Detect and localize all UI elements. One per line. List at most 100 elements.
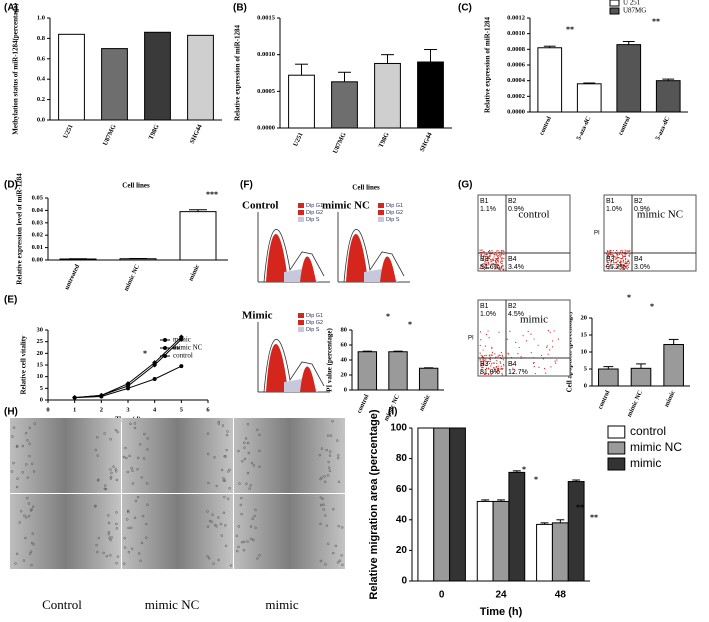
flow-dot	[488, 249, 491, 252]
flow-dot	[480, 369, 482, 371]
cell	[217, 516, 220, 519]
flow-dot	[620, 249, 622, 251]
cell	[104, 487, 108, 491]
flow-dot	[485, 263, 487, 266]
y-tick-label: 20	[37, 350, 44, 357]
hist-legend-swatch	[298, 210, 304, 215]
cell	[246, 540, 249, 543]
cell	[324, 563, 327, 566]
flow-dot	[489, 255, 491, 257]
flow-dot	[527, 330, 529, 333]
flow-dot	[494, 353, 496, 355]
cell	[26, 439, 29, 442]
flow-dot	[479, 344, 481, 347]
flow-dot	[489, 360, 492, 362]
marker	[152, 377, 157, 381]
flow-dot	[624, 266, 626, 268]
cell	[208, 557, 211, 560]
cell	[12, 461, 15, 465]
y-tick-label: 40	[396, 514, 408, 525]
hist-outline	[263, 339, 325, 393]
y-axis-label: Relative expression level of miR-1284	[16, 173, 24, 285]
micrograph	[10, 494, 121, 569]
flow-dot	[480, 339, 482, 341]
flow-dot	[543, 367, 546, 370]
x-tick-label: T98G	[378, 132, 391, 149]
y-tick-label: 0	[40, 396, 43, 403]
flow-dot	[547, 330, 550, 332]
cell	[145, 536, 148, 539]
y-tick-label: 100	[390, 423, 407, 434]
flow-dot	[501, 372, 503, 374]
y-tick-label: 25	[37, 338, 44, 345]
flow-dot	[487, 263, 489, 265]
y-tick-label: 0.6	[37, 55, 46, 62]
cell	[247, 451, 251, 455]
cell	[30, 541, 34, 545]
cell	[25, 463, 28, 466]
cell	[237, 449, 240, 453]
flow-dot	[487, 261, 490, 264]
bar	[655, 80, 681, 113]
cell	[253, 514, 256, 518]
flow-dot	[498, 370, 500, 373]
cell	[228, 487, 231, 490]
flow-dot	[497, 261, 499, 263]
cell	[124, 446, 127, 450]
g2-peak	[300, 256, 316, 282]
flow-dot	[500, 250, 503, 252]
bar	[58, 33, 85, 121]
cell	[206, 510, 209, 513]
error-bar	[662, 78, 675, 81]
cell	[210, 520, 214, 524]
cell	[223, 495, 226, 499]
cell	[243, 446, 246, 449]
flow-dot	[608, 268, 610, 270]
y-tick-label: 0.4	[37, 76, 46, 83]
cell	[222, 479, 226, 482]
flow-dot	[503, 257, 505, 260]
flow-dot	[484, 261, 486, 263]
y-tick-label: 0.0000	[257, 124, 275, 131]
flow-dot	[492, 258, 494, 260]
bar	[357, 351, 378, 391]
cell	[122, 455, 126, 459]
y-tick-label: 20	[581, 314, 588, 321]
hist-outline	[263, 229, 325, 283]
cell	[109, 475, 113, 479]
flow-dot	[553, 330, 555, 332]
flow-dot	[483, 362, 485, 365]
flow-dot	[480, 373, 482, 375]
flow-dot	[546, 346, 548, 348]
cell	[249, 525, 253, 528]
annotation: *	[386, 312, 390, 321]
cell	[256, 428, 259, 432]
flow-dot	[480, 363, 482, 365]
error-bar	[295, 63, 308, 76]
x-axis-label: Cell lines	[352, 184, 380, 192]
flow-dot	[501, 260, 504, 262]
cell	[136, 468, 139, 471]
flow-dot	[490, 365, 492, 367]
flow-dot	[480, 254, 483, 257]
hist-legend-swatch	[378, 203, 384, 208]
cell	[16, 477, 19, 480]
legend-marker	[163, 338, 167, 342]
g2-peak	[300, 366, 316, 392]
hist-title: mimic NC	[322, 200, 370, 212]
cell	[131, 469, 134, 472]
flow-dot	[484, 262, 486, 265]
flow-dot	[497, 369, 500, 371]
cell	[125, 518, 129, 521]
cell	[31, 505, 35, 508]
y-tick-label: 0.03	[32, 219, 44, 226]
annotation: ***	[206, 190, 218, 199]
cell	[224, 455, 227, 458]
flow-dot	[530, 333, 532, 335]
legend-swatch	[607, 425, 626, 439]
cell	[217, 558, 220, 562]
g1-peak	[266, 233, 288, 282]
cell	[206, 525, 210, 528]
flow-dot	[499, 362, 502, 364]
marker	[179, 364, 184, 369]
